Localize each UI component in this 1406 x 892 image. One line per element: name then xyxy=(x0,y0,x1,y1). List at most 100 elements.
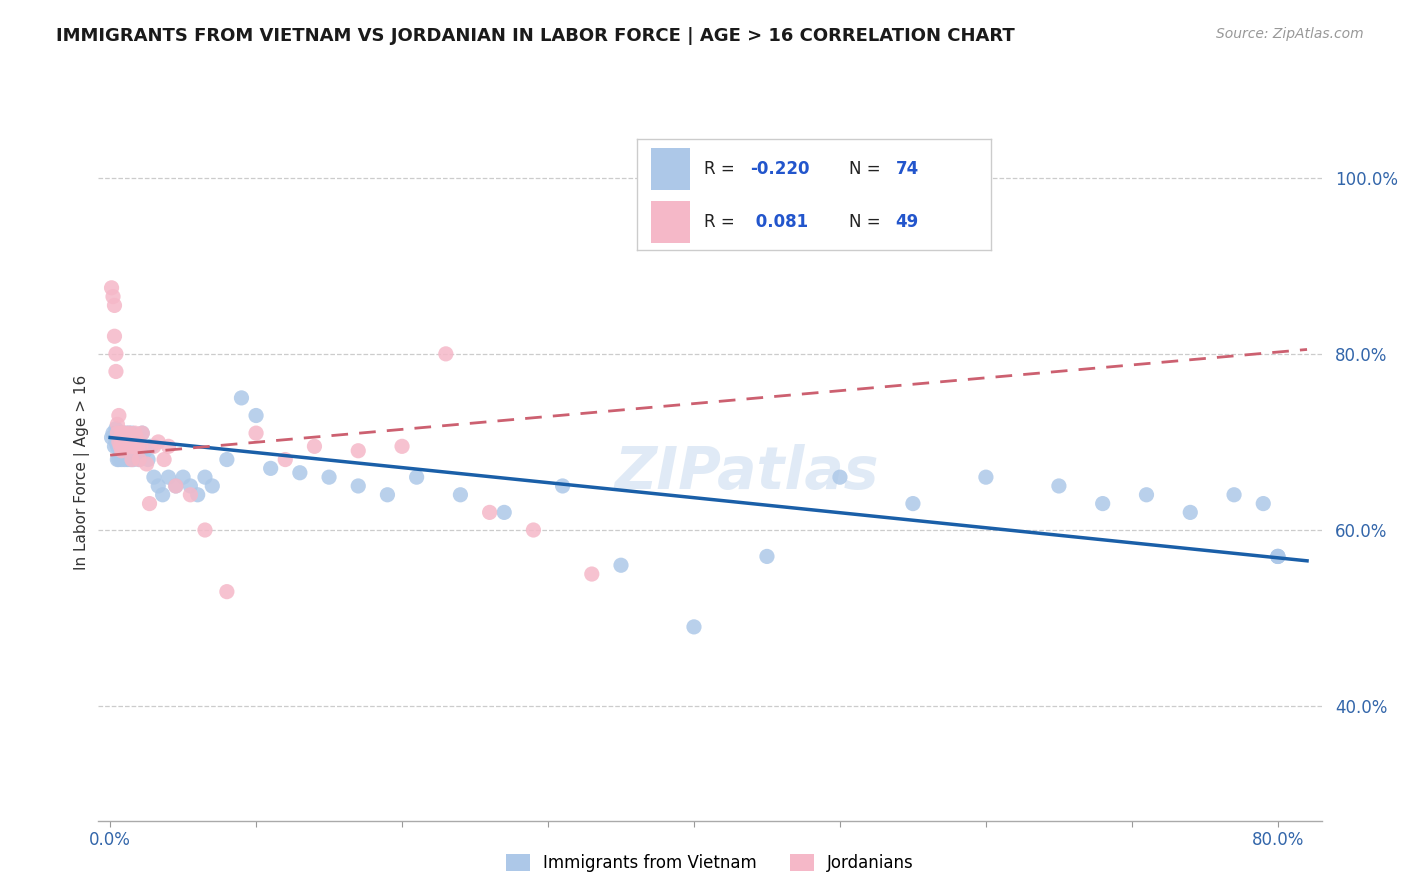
Point xyxy=(318,470,340,484)
Point xyxy=(165,479,187,493)
Point xyxy=(131,426,153,441)
Point xyxy=(122,452,145,467)
Point xyxy=(115,434,138,449)
Point xyxy=(118,426,141,441)
Point xyxy=(405,470,427,484)
Point xyxy=(105,452,128,467)
Point xyxy=(125,431,148,445)
Point xyxy=(112,439,135,453)
Point xyxy=(1267,549,1289,564)
Text: R =: R = xyxy=(704,213,740,231)
Text: ZIPatlas: ZIPatlas xyxy=(614,444,879,501)
Point xyxy=(134,443,156,458)
Point xyxy=(121,439,143,453)
Point xyxy=(115,426,138,441)
Point xyxy=(1267,549,1289,564)
Point xyxy=(683,620,706,634)
Point xyxy=(172,470,194,484)
Point xyxy=(121,426,143,441)
Point xyxy=(179,488,201,502)
Point xyxy=(128,452,150,467)
Point xyxy=(120,434,142,449)
Point xyxy=(121,439,143,453)
Point xyxy=(115,439,138,453)
Point xyxy=(124,439,146,453)
Point xyxy=(391,439,413,453)
Point xyxy=(152,488,174,502)
Text: IMMIGRANTS FROM VIETNAM VS JORDANIAN IN LABOR FORCE | AGE > 16 CORRELATION CHART: IMMIGRANTS FROM VIETNAM VS JORDANIAN IN … xyxy=(56,27,1015,45)
Point xyxy=(434,347,457,361)
Point xyxy=(148,479,170,493)
Point xyxy=(165,479,187,493)
Point xyxy=(1091,497,1114,511)
Y-axis label: In Labor Force | Age > 16: In Labor Force | Age > 16 xyxy=(75,376,90,570)
Text: Source: ZipAtlas.com: Source: ZipAtlas.com xyxy=(1216,27,1364,41)
Point xyxy=(974,470,997,484)
Point xyxy=(120,434,142,449)
Point xyxy=(118,426,141,441)
Point xyxy=(111,452,134,467)
FancyBboxPatch shape xyxy=(651,201,690,244)
Point xyxy=(112,426,135,441)
Point xyxy=(142,470,165,484)
Point xyxy=(478,505,501,519)
Point xyxy=(105,439,128,453)
Text: 49: 49 xyxy=(896,213,920,231)
Point xyxy=(215,584,238,599)
Point xyxy=(105,417,128,432)
Point xyxy=(111,443,134,458)
Text: -0.220: -0.220 xyxy=(751,160,810,178)
Point xyxy=(104,364,127,378)
Point xyxy=(131,426,153,441)
Point xyxy=(610,558,633,573)
FancyBboxPatch shape xyxy=(651,148,690,190)
Point xyxy=(110,431,132,445)
Point xyxy=(111,426,134,441)
Point xyxy=(260,461,283,475)
Point xyxy=(127,439,149,453)
Point xyxy=(755,549,778,564)
Point xyxy=(100,281,122,295)
Point xyxy=(136,452,159,467)
Point xyxy=(551,479,574,493)
Text: R =: R = xyxy=(704,160,740,178)
Point xyxy=(179,479,201,493)
Point xyxy=(108,434,131,449)
Point xyxy=(449,488,471,502)
Point xyxy=(108,452,131,467)
Point xyxy=(494,505,516,519)
Text: 0.081: 0.081 xyxy=(751,213,808,231)
Point xyxy=(108,409,131,423)
Point xyxy=(128,452,150,467)
Point xyxy=(194,470,217,484)
Text: 74: 74 xyxy=(896,160,920,178)
Point xyxy=(157,470,180,484)
Point xyxy=(245,426,267,441)
Point xyxy=(118,439,141,453)
Point xyxy=(522,523,544,537)
Point xyxy=(100,431,122,445)
Point xyxy=(215,452,238,467)
Point xyxy=(129,439,152,453)
Point xyxy=(129,439,152,453)
Point xyxy=(104,422,127,436)
Point xyxy=(1180,505,1202,519)
Point xyxy=(153,452,176,467)
Point xyxy=(103,439,125,453)
Point xyxy=(110,426,132,441)
Point xyxy=(114,434,136,449)
Point xyxy=(110,439,132,453)
Point xyxy=(135,457,157,471)
Point xyxy=(245,409,267,423)
Point xyxy=(103,329,125,343)
Point xyxy=(114,426,136,441)
Point xyxy=(139,439,162,453)
Point xyxy=(117,452,139,467)
Legend: Immigrants from Vietnam, Jordanians: Immigrants from Vietnam, Jordanians xyxy=(499,847,921,879)
Point xyxy=(117,439,139,453)
Point xyxy=(121,452,143,467)
Point xyxy=(231,391,253,405)
Point xyxy=(1135,488,1157,502)
Point xyxy=(901,497,924,511)
Point xyxy=(1047,479,1070,493)
